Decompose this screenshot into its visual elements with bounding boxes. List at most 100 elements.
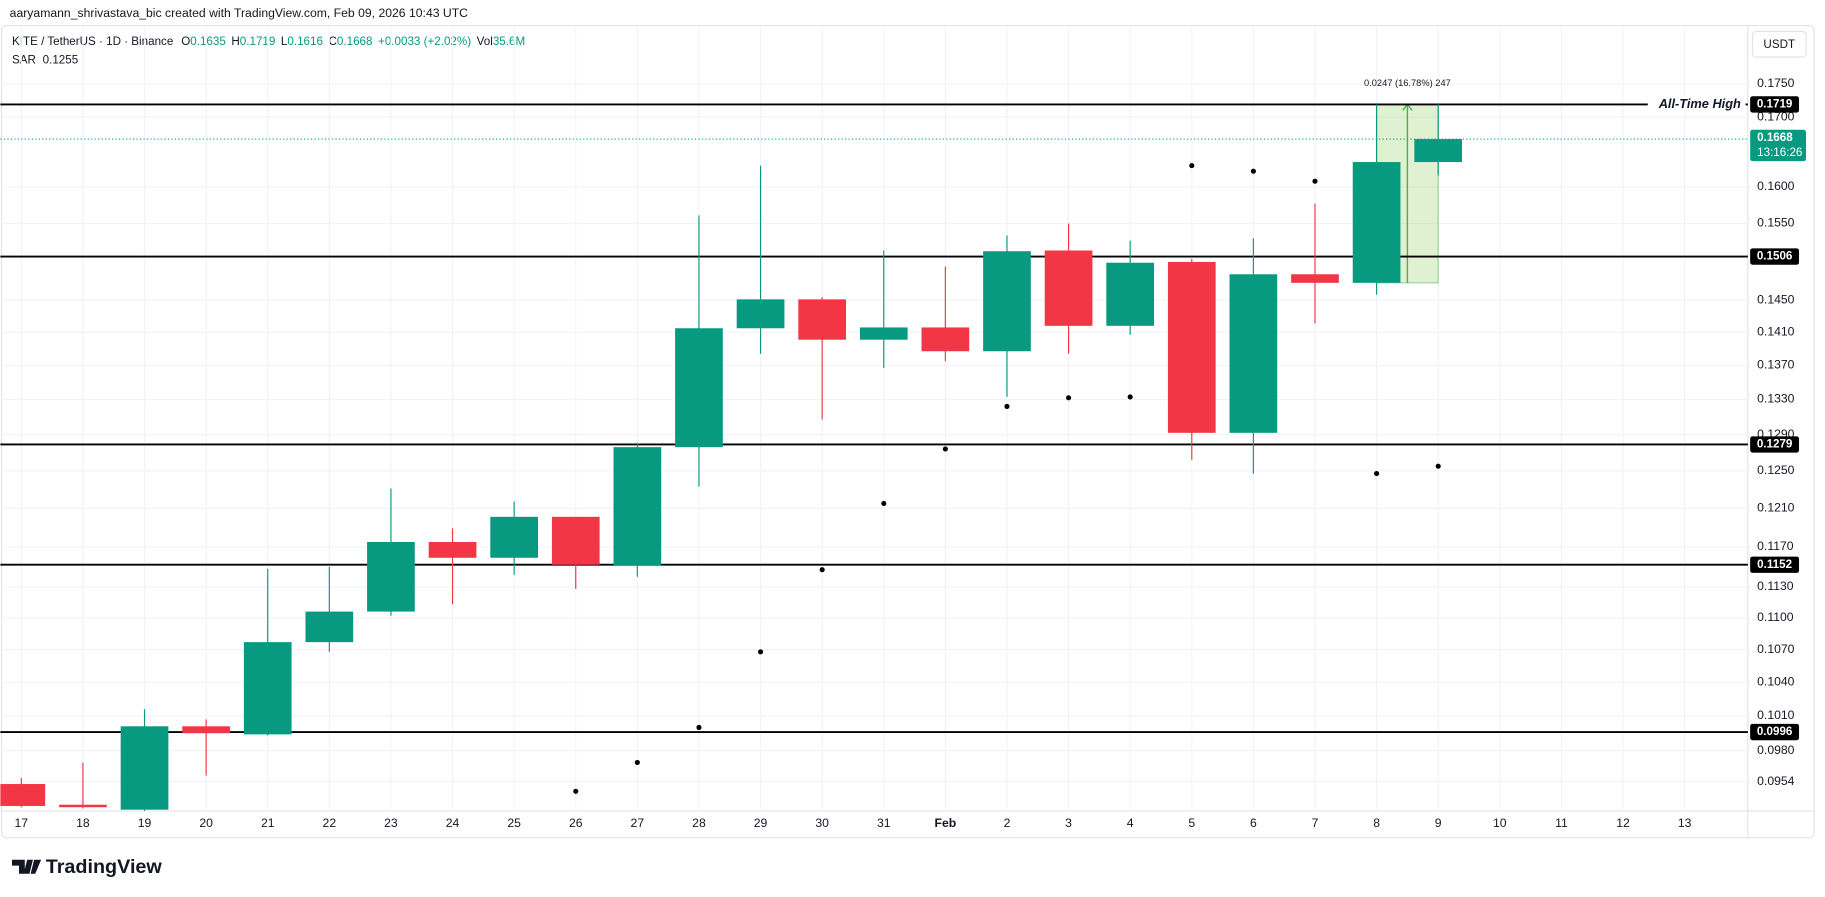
level-label: 0.1506 [1757, 250, 1793, 263]
x-tick-label: 17 [15, 816, 29, 830]
x-tick-label: 30 [815, 816, 829, 830]
candle-body [1044, 250, 1093, 326]
x-tick-label: 13 [1678, 816, 1692, 830]
y-tick-label: 0.1700 [1757, 109, 1795, 123]
x-tick-label: 18 [76, 816, 90, 830]
sar-dot [573, 788, 579, 794]
y-tick-label: 0.1210 [1757, 500, 1795, 514]
logo-icon [12, 859, 42, 874]
x-tick-label: 4 [1127, 816, 1134, 830]
legend-value: 0.1635 [190, 35, 226, 48]
legend-value: 0.1616 [287, 35, 323, 48]
sar-dot [757, 649, 764, 655]
y-tick-label: 0.1750 [1757, 76, 1795, 90]
y-tick-label: 0.1410 [1757, 325, 1795, 339]
annotation-bg [1647, 96, 1746, 113]
level-label: 0.0996 [1757, 725, 1793, 738]
level-label: 0.1279 [1757, 438, 1793, 451]
level-label: 0.1152 [1757, 558, 1792, 571]
x-tick-label: 6 [1250, 816, 1257, 830]
candle-body [1291, 274, 1339, 283]
candle-body [983, 251, 1031, 352]
legend: KITE / TetherUS · 1D · Binance O0.1635 H… [12, 35, 525, 48]
y-tick-label: 0.1070 [1757, 642, 1795, 656]
x-tick-label: 7 [1312, 816, 1319, 830]
sar-dot [1004, 403, 1010, 409]
x-tick-label: 24 [446, 816, 460, 830]
candle-body [243, 642, 292, 735]
x-tick-label: 19 [138, 816, 152, 830]
candle-body [59, 804, 107, 808]
y-tick-label: 0.1040 [1757, 675, 1795, 689]
legend-label: O [181, 35, 190, 48]
x-tick-label: 2 [1004, 816, 1011, 830]
sar-dot [942, 446, 948, 452]
y-tick-label: 0.1250 [1757, 463, 1795, 477]
y-tick-label: 0.1370 [1757, 358, 1795, 372]
x-tick-label: 25 [507, 816, 521, 830]
candle-body [1167, 261, 1216, 433]
x-tick-label: 21 [261, 816, 275, 830]
sar-dot [1435, 463, 1441, 469]
indicator-value: 0.1255 [43, 54, 79, 67]
candle-body [798, 299, 847, 340]
candle-body [1414, 139, 1463, 163]
candle-body [613, 447, 662, 566]
x-tick-label: 20 [199, 816, 213, 830]
sar-dot [696, 724, 702, 731]
grid [0, 25, 1748, 811]
legend-label: H [231, 35, 239, 48]
annotation: All-Time High [1658, 96, 1741, 111]
logo: TradingView [12, 856, 162, 878]
countdown: 13:16:26 [1757, 146, 1802, 159]
indicator-name: SAR [12, 54, 36, 67]
candle-body [182, 726, 230, 734]
y-tick-label: 0.1130 [1757, 579, 1794, 593]
y-tick-label: 0.1010 [1757, 708, 1795, 722]
legend-label: Vol [477, 35, 493, 48]
candle-body [0, 784, 46, 806]
y-tick-label: 0.1550 [1757, 216, 1795, 230]
level-label-bg [1750, 248, 1800, 265]
candle-body [1229, 274, 1278, 433]
sar-dot [1312, 178, 1318, 184]
candle-body [921, 327, 970, 352]
level-label-bg [1750, 556, 1800, 573]
candle-body [736, 299, 785, 329]
measure-label: 0.0247 (16.78%) 247 [1364, 78, 1451, 88]
candle-body [675, 328, 723, 448]
last-price-label: 0.1668 [1757, 131, 1793, 144]
sar-dot [881, 500, 887, 507]
legend-change: +0.0033 (+2.02%) [378, 35, 471, 48]
x-tick-label: 9 [1435, 816, 1442, 830]
y-tick-label: 0.1450 [1757, 292, 1795, 306]
logo-text: TradingView [46, 856, 163, 878]
candle-body [859, 327, 908, 340]
x-tick-label: 23 [384, 816, 398, 830]
level-label-bg [1750, 96, 1800, 113]
x-tick-label: 12 [1616, 816, 1630, 830]
y-tick-label: 0.1170 [1757, 539, 1794, 553]
legend-label: L [281, 35, 288, 48]
x-tick-label: 3 [1065, 816, 1072, 830]
x-tick-label: 27 [631, 816, 645, 830]
candle-body [367, 541, 415, 612]
legend-value: 0.1668 [337, 35, 373, 48]
x-tick-label: 31 [877, 816, 891, 830]
x-tick-label: 26 [569, 816, 583, 830]
candles [0, 104, 1463, 811]
currency-button[interactable] [1751, 30, 1807, 58]
candle-body [1106, 262, 1155, 326]
legend-label: C [329, 35, 337, 48]
currency[interactable]: USDT [1763, 38, 1795, 51]
y-tick-label: 0.1330 [1757, 392, 1795, 406]
level-label: 0.1719 [1757, 98, 1793, 111]
x-tick-label: 22 [323, 816, 337, 830]
sar-dot [634, 759, 640, 766]
sar-dot [819, 567, 825, 573]
sar-dot [1127, 394, 1133, 400]
y-tick-label: 0.0980 [1757, 743, 1795, 757]
x-tick-label: 28 [692, 816, 706, 830]
